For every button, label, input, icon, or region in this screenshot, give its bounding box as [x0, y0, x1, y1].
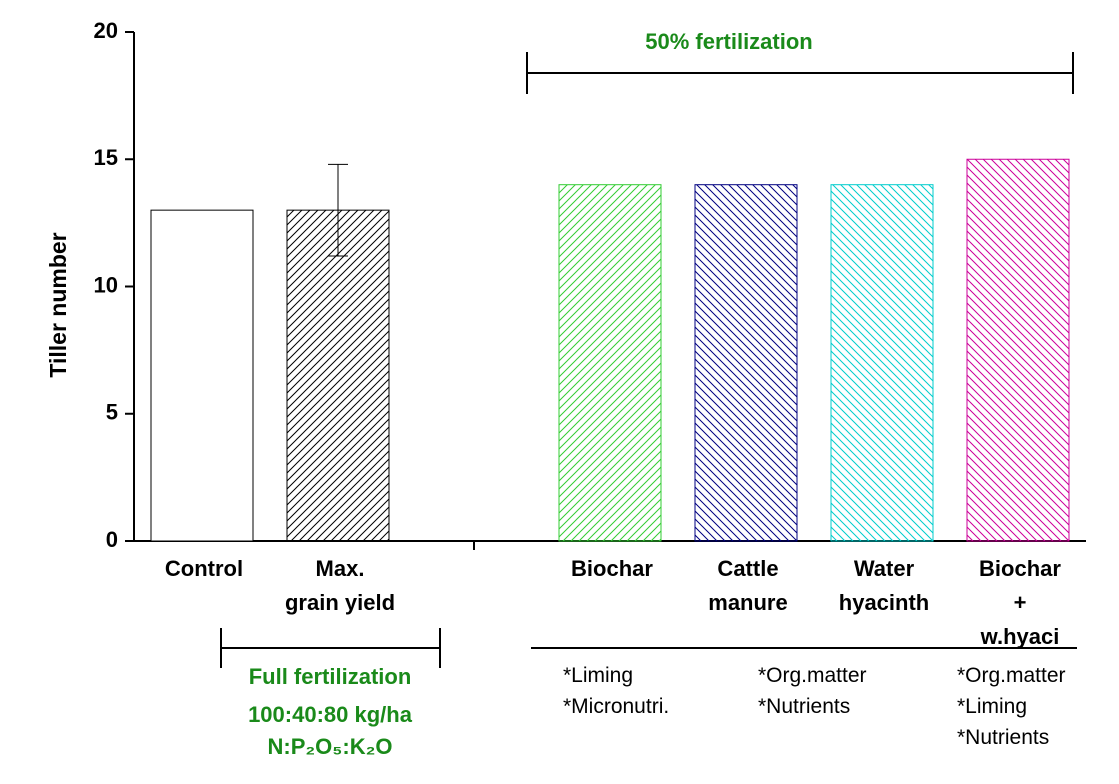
- bracket-label: 50% fertilization: [645, 29, 812, 54]
- annotation: N:P₂O₅:K₂O: [267, 734, 393, 759]
- bar: [150, 209, 254, 542]
- error-bar: [328, 163, 348, 257]
- bar: [830, 184, 934, 542]
- bar: [286, 209, 390, 542]
- bar: [558, 184, 662, 542]
- annotation: Full fertilization: [248, 664, 412, 689]
- annotation: 100:40:80 kg/ha: [248, 702, 412, 727]
- x-tick-label: Water hyacinth: [838, 556, 930, 615]
- y-tick-label: 20: [94, 18, 118, 43]
- y-tick-label: 10: [94, 272, 118, 297]
- note: *Org.matter *Liming *Nutrients: [957, 664, 1066, 749]
- bar: [966, 158, 1070, 542]
- y-tick-label: 5: [106, 400, 118, 425]
- note: *Liming *Micronutri.: [563, 664, 670, 718]
- x-tick-label: Biochar + w.hyaci: [979, 556, 1061, 649]
- x-tick-label: Control: [164, 556, 244, 581]
- x-tick-label: Max. grain yield: [284, 556, 396, 615]
- brackets: [220, 52, 1077, 668]
- x-tick-label: Cattle manure: [708, 556, 788, 615]
- y-axis-label: Tiller number: [45, 232, 71, 377]
- y-tick-label: 15: [94, 145, 118, 170]
- note: *Org.matter *Nutrients: [758, 664, 867, 718]
- bar: [694, 184, 798, 542]
- y-tick-label: 0: [106, 527, 118, 552]
- x-tick-label: Biochar: [571, 556, 653, 581]
